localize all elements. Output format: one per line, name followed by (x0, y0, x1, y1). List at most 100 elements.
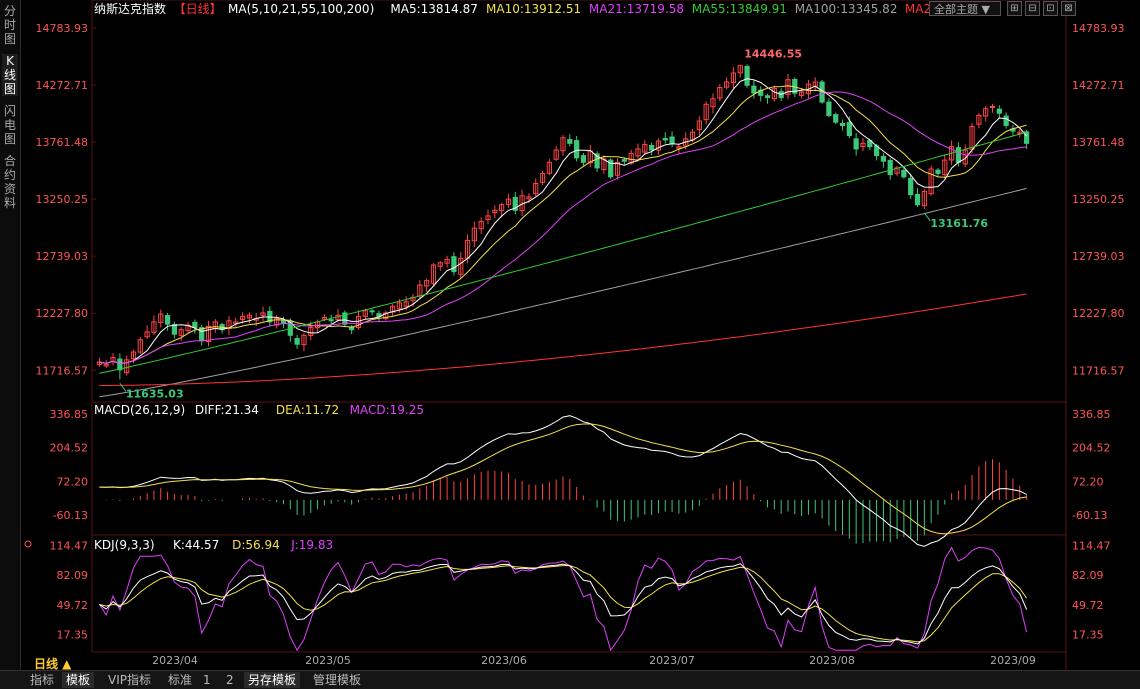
candle-body (124, 359, 130, 374)
candle-body (233, 321, 239, 324)
candle-body (430, 264, 437, 284)
candle-body (485, 215, 491, 221)
left-tab-3[interactable]: 合约资料 (3, 154, 16, 210)
y-tick-label: 12227.80 (36, 307, 89, 320)
toolbar-button-2[interactable]: ⊡ (1043, 1, 1058, 16)
candle-body (328, 319, 334, 322)
ma5-line (99, 78, 1027, 365)
candle-body (505, 198, 512, 205)
candle-body (846, 121, 852, 137)
candle-body (853, 138, 859, 150)
kdj-legend-item: K:44.57 (173, 538, 219, 552)
kdj-legend-item: D:56.94 (232, 538, 280, 552)
candle-body (730, 72, 737, 84)
candle-body (369, 310, 375, 313)
kdj-y-tick-right: 49.72 (1072, 599, 1104, 612)
dea-line (99, 423, 1027, 535)
left-tab-2[interactable]: 闪电图 (3, 104, 16, 146)
bottom-tab-2[interactable]: VIP指标 (108, 673, 151, 687)
macd-y-tick-right: 72.20 (1072, 475, 1104, 488)
toolbar-button-0[interactable]: ⊞ (1007, 1, 1022, 16)
ma-legend-item: MA10:13912.51 (486, 2, 581, 16)
toolbar-button-3[interactable]: ⊠ (1061, 1, 1076, 16)
ma-legend-item: MA55:13849.91 (692, 2, 787, 16)
market-chart[interactable]: 14783.93 14783.93 14272.71 14272.71 13761.48… (0, 0, 1140, 670)
candle-body (989, 106, 996, 109)
x-date-label: 2023/08 (809, 654, 855, 667)
candle-body (499, 204, 505, 212)
bottom-tab-6[interactable]: 另存模板 (244, 672, 301, 688)
ma200-line (99, 293, 1027, 386)
candle-body (826, 101, 832, 116)
macd-title: MACD(26,12,9) (94, 403, 185, 417)
macd-legend-item: MACD:19.25 (350, 403, 424, 417)
candle-body (137, 339, 143, 353)
bottom-tab-0[interactable]: 指标 (30, 673, 55, 687)
candle-body (594, 153, 600, 169)
x-date-label: 2023/09 (990, 654, 1036, 667)
candle-body (880, 155, 887, 162)
candle-body (921, 190, 927, 207)
candle-body (833, 114, 839, 123)
macd-legend-item: DIFF:21.34 (195, 403, 259, 417)
main-title-part: 【日线】 (174, 2, 222, 16)
candle-body (130, 351, 137, 360)
theme-select[interactable]: 全部主题 ▼ (929, 1, 1001, 16)
candle-body (151, 321, 157, 333)
candle-body (355, 315, 362, 328)
candle-body (492, 209, 498, 214)
candle-body (383, 312, 389, 320)
candle-body (539, 172, 546, 183)
candle-body (117, 358, 123, 371)
x-date-label: 2023/07 (649, 654, 695, 667)
bottom-tab-3[interactable]: 标准 (168, 673, 193, 687)
kdj-d-line (99, 565, 1028, 643)
candle-body (403, 301, 409, 307)
left-tab-0[interactable]: 分时图 (3, 4, 16, 46)
candle-body (246, 314, 253, 319)
left-tab-1[interactable]: K线图 (2, 54, 18, 96)
y-tick-label-right: 13761.48 (1072, 136, 1125, 149)
macd-y-tick: 336.85 (50, 408, 89, 421)
candle-body (1003, 115, 1009, 126)
candle-body (983, 108, 989, 117)
candle-body (942, 159, 948, 176)
candle-body (996, 108, 1002, 114)
main-title-part: 纳斯达克指数 (94, 1, 166, 16)
period-selector[interactable]: 日线 ▲ (34, 657, 72, 671)
candle-body (192, 321, 198, 328)
annotation-leader (119, 383, 127, 392)
candle-body (785, 79, 791, 95)
ma-legend-item: MA5:13814.87 (390, 2, 478, 16)
bottom-tab-5[interactable]: 2 (226, 673, 234, 687)
main-title-part: MA(5,10,21,55,100,200) (228, 2, 374, 16)
candle-body (294, 338, 300, 345)
candle-body (928, 168, 934, 195)
candle-body (342, 312, 348, 325)
candle-body (669, 136, 675, 144)
candle-body (437, 262, 443, 267)
kdj-legend-item: J:19.83 (290, 538, 333, 552)
bottom-template-bar: 指标 模板 VIP指标 标准 1 2 另存模板 管理模板 (0, 670, 1140, 689)
candle-body (717, 87, 723, 99)
ma-legend-item: MA100:13345.82 (795, 2, 898, 16)
kdj-y-tick-right: 17.35 (1072, 628, 1104, 641)
toolbar-button-1[interactable]: ⊟ (1025, 1, 1040, 16)
candle-body (724, 81, 730, 88)
candle-body (205, 325, 212, 343)
bottom-tab-1[interactable]: 模板 (62, 672, 95, 688)
x-date-label: 2023/06 (481, 654, 527, 667)
macd-y-tick: 204.52 (50, 442, 89, 455)
candle-body (587, 150, 593, 164)
bottom-tab-7[interactable]: 管理模板 (313, 673, 362, 687)
bottom-tab-4[interactable]: 1 (203, 673, 211, 687)
candle-body (744, 65, 750, 86)
macd-y-tick: -60.13 (53, 509, 88, 522)
candle-body (274, 318, 280, 326)
candle-body (553, 149, 559, 160)
ma100-line (99, 187, 1027, 398)
kdj-y-tick: 114.47 (50, 540, 89, 553)
candle-body (614, 161, 621, 176)
candle-body (580, 155, 587, 163)
y-tick-label: 13761.48 (36, 136, 89, 149)
